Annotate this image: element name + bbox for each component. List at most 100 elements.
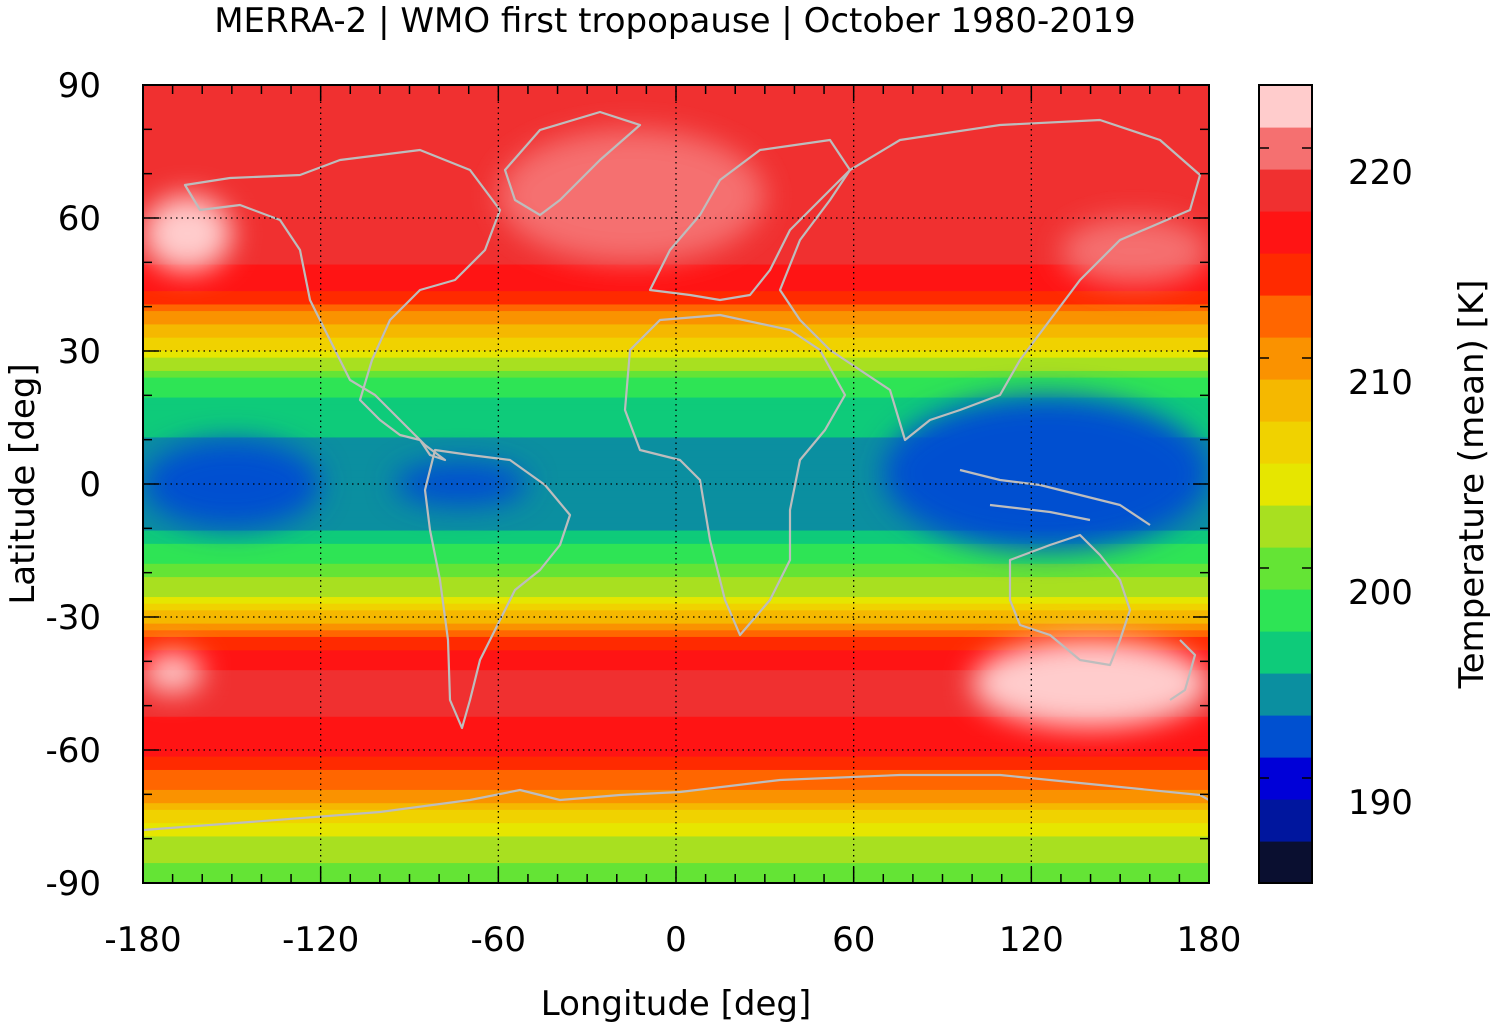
temperature-band <box>143 656 1209 665</box>
temperature-band <box>143 603 1209 612</box>
north-america-outline <box>183 148 502 462</box>
temperature-band <box>143 743 1209 751</box>
colorbar-swatch <box>1259 211 1312 254</box>
grid-lines <box>143 85 1209 883</box>
y-tick-label: -60 <box>45 731 101 771</box>
temperature-band <box>143 723 1209 731</box>
new-zealand-outline <box>1169 639 1197 701</box>
indonesia-outline <box>959 468 1151 526</box>
europe-outline <box>648 138 852 302</box>
colorbar-tick-label: 190 <box>1348 783 1413 823</box>
temperature-band <box>143 470 1209 479</box>
colorbar-swatch <box>1259 799 1312 842</box>
x-tick-label: -180 <box>104 920 181 960</box>
temperature-band <box>143 437 1209 445</box>
temperature-band <box>143 650 1209 658</box>
temperature-band <box>143 410 1209 419</box>
temperature-band <box>143 377 1209 386</box>
temperature-band <box>143 304 1209 312</box>
x-tick-label: 120 <box>999 920 1064 960</box>
y-tick-label: 90 <box>58 66 101 106</box>
x-tick-label: -120 <box>282 920 359 960</box>
x-tick-labels: -180 -120 -60 0 60 120 180 <box>104 920 1241 960</box>
temperature-band <box>143 690 1209 698</box>
colorbar-tick-label: 210 <box>1348 363 1413 403</box>
temperature-band <box>143 331 1209 339</box>
colorbar-swatch <box>1259 253 1312 296</box>
y-tick-label: 30 <box>58 332 101 372</box>
temperature-band <box>143 503 1209 512</box>
temperature-band <box>143 364 1209 372</box>
temperature-band <box>143 337 1209 346</box>
temperature-band <box>143 497 1209 505</box>
x-tick-label: 60 <box>832 920 875 960</box>
temperature-band <box>143 557 1209 565</box>
colorbar-tick-label: 200 <box>1348 573 1413 613</box>
temperature-band <box>143 111 1209 120</box>
y-tick-label: -90 <box>45 864 101 904</box>
temperature-band <box>143 756 1209 765</box>
frame-ticks <box>142 84 1210 884</box>
temperature-band <box>143 344 1209 352</box>
temperature-band <box>143 464 1209 472</box>
australia-outline <box>1008 533 1132 667</box>
africa-outline <box>623 313 847 637</box>
temperature-band <box>143 523 1209 532</box>
plot-area <box>143 85 1209 883</box>
temperature-region <box>883 395 1209 551</box>
temperature-band <box>143 816 1209 824</box>
temperature-band <box>143 271 1209 279</box>
temperature-band <box>143 789 1209 798</box>
temperature-band <box>143 118 1209 126</box>
temperature-band <box>143 683 1209 691</box>
temperature-band <box>143 663 1209 671</box>
temperature-band <box>143 297 1209 306</box>
temperature-band <box>143 317 1209 326</box>
colorbar-ticks <box>1259 147 1312 779</box>
temperature-band <box>143 284 1209 292</box>
temperature-band <box>143 617 1209 625</box>
antarctica-outline <box>143 773 1209 832</box>
temperature-band <box>143 563 1209 572</box>
y-tick-label: -30 <box>45 598 101 638</box>
colorbar-swatch <box>1259 715 1312 758</box>
temperature-band <box>143 430 1209 439</box>
temperature-band <box>143 597 1209 605</box>
temperature-band <box>143 570 1209 578</box>
chart-title: MERRA-2 | WMO first tropopause | October… <box>214 1 1136 41</box>
temperature-band <box>143 370 1209 379</box>
temperature-band <box>143 836 1209 844</box>
south-america-outline <box>423 448 572 730</box>
temperature-band <box>143 716 1209 725</box>
y-tick-label: 60 <box>58 199 101 239</box>
colorbar-swatch <box>1259 295 1312 338</box>
temperature-band <box>143 397 1209 405</box>
colorbar-swatch <box>1259 463 1312 506</box>
x-axis-label: Longitude [deg] <box>541 984 812 1024</box>
temperature-region <box>143 195 232 272</box>
temperature-regions <box>143 129 1209 728</box>
temperature-band <box>143 696 1209 705</box>
temperature-band <box>143 583 1209 592</box>
colorbar-swatch <box>1259 169 1312 212</box>
colorbar-tick-label: 220 <box>1348 153 1413 193</box>
colorbar-swatch <box>1259 421 1312 464</box>
y-tick-label: 0 <box>79 465 101 505</box>
coastlines <box>143 110 1209 832</box>
temperature-band <box>143 124 1209 133</box>
temperature-band <box>143 444 1209 452</box>
temperature-band <box>143 730 1209 738</box>
temperature-band <box>143 710 1209 718</box>
colorbar-swatch <box>1259 85 1312 128</box>
temperature-band <box>143 856 1209 864</box>
temperature-band <box>143 750 1209 758</box>
temperature-band <box>143 550 1209 558</box>
temperature-band <box>143 630 1209 638</box>
temperature-band <box>143 849 1209 858</box>
temperature-region <box>394 461 528 507</box>
colorbar-swatch <box>1259 673 1312 716</box>
colorbar-frame <box>1258 84 1313 884</box>
colorbar-swatch <box>1259 841 1312 884</box>
temperature-band <box>143 676 1209 685</box>
